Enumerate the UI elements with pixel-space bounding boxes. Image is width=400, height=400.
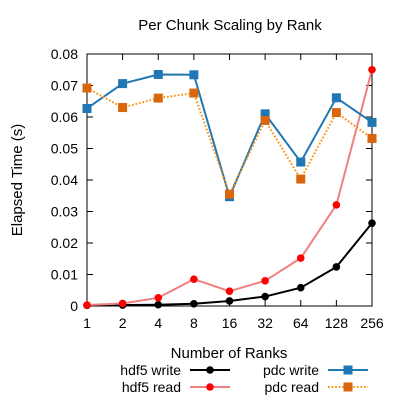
chart-title: Per Chunk Scaling by Rank: [138, 17, 322, 34]
data-point: [83, 301, 91, 309]
data-point: [154, 294, 163, 302]
legend-marker: [206, 383, 214, 391]
x-tick-label: 2: [119, 315, 127, 331]
data-point: [225, 297, 234, 305]
data-point: [189, 70, 199, 80]
data-point: [190, 275, 198, 284]
data-point: [367, 133, 377, 143]
x-tick-label: 8: [190, 315, 198, 331]
y-axis-label: Elapsed Time (s): [9, 124, 26, 237]
data-point: [118, 299, 127, 308]
data-point: [153, 69, 163, 79]
data-point: [296, 283, 305, 292]
data-point: [82, 83, 92, 93]
data-point: [296, 157, 306, 167]
data-point: [118, 79, 128, 89]
data-point: [261, 277, 269, 285]
data-point: [368, 65, 376, 74]
y-tick-label: 0.08: [51, 46, 78, 62]
y-tick-label: 0: [70, 298, 78, 314]
legend-label: pdc write: [263, 362, 319, 378]
y-tick-label: 0.05: [51, 141, 78, 157]
series-line-2: [86, 73, 373, 200]
data-point: [153, 93, 163, 103]
data-point: [367, 117, 377, 127]
x-tick-label: 16: [222, 315, 238, 331]
legend-label: hdf5 write: [120, 362, 181, 378]
data-point: [332, 263, 341, 271]
legend-marker: [206, 366, 214, 374]
data-point: [296, 254, 305, 262]
x-tick-label: 256: [360, 315, 384, 331]
data-point: [261, 292, 269, 301]
data-point: [154, 300, 163, 309]
legend-marker: [343, 365, 353, 375]
y-tick-label: 0.06: [51, 109, 78, 125]
data-point: [189, 88, 199, 98]
data-point: [368, 219, 376, 227]
x-tick-label: 1: [83, 315, 91, 331]
legend-label: pdc read: [265, 379, 319, 395]
data-point: [331, 108, 341, 118]
x-tick-label: 64: [293, 315, 309, 331]
x-tick-label: 4: [154, 315, 162, 331]
data-point: [332, 201, 341, 209]
data-point: [260, 115, 270, 125]
legend-marker: [343, 382, 353, 392]
y-tick-label: 0.04: [51, 172, 78, 188]
data-point: [225, 287, 234, 295]
plot-frame: [86, 53, 373, 307]
data-point: [260, 109, 270, 119]
x-tick-label: 128: [325, 315, 349, 331]
x-tick-label: 32: [257, 315, 273, 331]
data-point: [190, 299, 198, 308]
y-tick-label: 0.03: [51, 204, 78, 220]
x-axis-label: Number of Ranks: [171, 345, 288, 362]
legend-label: hdf5 read: [122, 379, 181, 395]
data-point: [331, 93, 341, 103]
series-line-3: [86, 87, 373, 197]
data-point: [296, 174, 306, 184]
y-tick-label: 0.02: [51, 235, 78, 251]
plot-area: 0 0.01 0.02 0.03 0.04 0.05 0.06 0.07 0.08 1 2 4 8 16 3…: [51, 46, 384, 331]
data-point: [118, 103, 128, 113]
data-point: [225, 189, 234, 199]
data-point: [82, 103, 92, 113]
y-tick-label: 0.07: [51, 78, 78, 94]
y-tick-label: 0.01: [51, 267, 78, 283]
